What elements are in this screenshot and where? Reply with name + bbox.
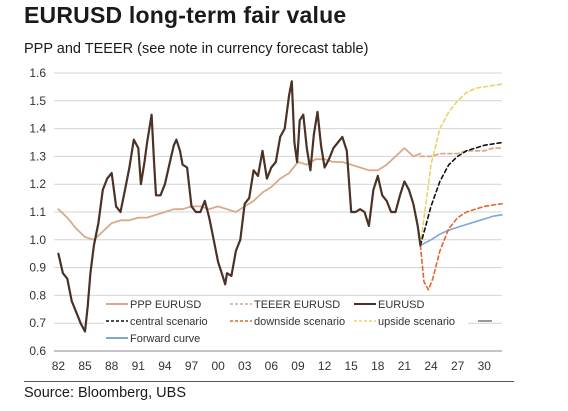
series-lines [57, 80, 503, 333]
legend-label: PPP EURUSD [130, 299, 201, 311]
y-tick-label: 1.5 [29, 94, 46, 108]
line-chart: 0.6 0.7 0.8 0.9 1.0 1.1 1.2 1.3 1.4 1.5 1.6 82 85 88 9… [29, 66, 503, 373]
x-tick-label: 15 [345, 359, 359, 373]
legend-label: upside scenario [378, 316, 455, 328]
legend-label: downside scenario [254, 316, 345, 328]
x-tick-label: 06 [265, 359, 279, 373]
legend-label: Forward curve [130, 333, 200, 345]
axis-labels: 0.6 0.7 0.8 0.9 1.0 1.1 1.2 1.3 1.4 1.5 1.6 82 85 88 9… [29, 66, 491, 373]
y-tick-label: 1.1 [29, 205, 46, 219]
x-tick-label: 27 [451, 359, 465, 373]
legend-background [104, 296, 468, 346]
x-tick-label: 91 [132, 359, 146, 373]
x-tick-label: 09 [291, 359, 305, 373]
y-tick-label: 0.6 [29, 344, 46, 358]
legend-label: central scenario [130, 316, 208, 328]
series-line-upside-scenario [419, 83, 503, 247]
y-tick-label: 0.9 [29, 261, 46, 275]
legend-label: TEEER EURUSD [254, 299, 340, 311]
chart-title: EURUSD long-term fair value [24, 2, 347, 28]
y-tick-label: 1.6 [29, 66, 46, 80]
source-note: Source: Bloomberg, UBS [24, 385, 186, 401]
x-tick-label: 88 [105, 359, 119, 373]
x-tick-label: 21 [398, 359, 412, 373]
x-tick-label: 03 [238, 359, 252, 373]
x-tick-label: 18 [371, 359, 385, 373]
series-line-eurusd [57, 80, 422, 333]
y-tick-label: 1.0 [29, 233, 46, 247]
x-tick-label: 12 [318, 359, 332, 373]
x-tick-label: 85 [78, 359, 92, 373]
y-tick-label: 1.2 [29, 177, 46, 191]
chart-subtitle: PPP and TEEER (see note in currency fore… [24, 41, 369, 57]
series-line-ppp-eurusd [57, 147, 422, 241]
legend: PPP EURUSD TEEER EURUSD EURUSD central scen… [104, 296, 492, 346]
y-tick-label: 0.7 [29, 316, 46, 330]
series-line-central-scenario [419, 141, 503, 247]
y-tick-label: 0.8 [29, 288, 46, 302]
series-line-forward-curve [419, 214, 503, 247]
x-tick-label: 30 [478, 359, 492, 373]
legend-label: EURUSD [378, 299, 425, 311]
series-line-downside-scenario [419, 202, 503, 291]
x-tick-label: 00 [211, 359, 225, 373]
x-tick-label: 97 [185, 359, 199, 373]
y-tick-label: 1.3 [29, 149, 46, 163]
source-divider [24, 381, 514, 382]
x-tick-label: 82 [52, 359, 66, 373]
y-tick-label: 1.4 [29, 122, 46, 136]
x-tick-label: 94 [158, 359, 172, 373]
series-line-teeer-eurusd [419, 147, 503, 158]
x-tick-label: 24 [424, 359, 438, 373]
